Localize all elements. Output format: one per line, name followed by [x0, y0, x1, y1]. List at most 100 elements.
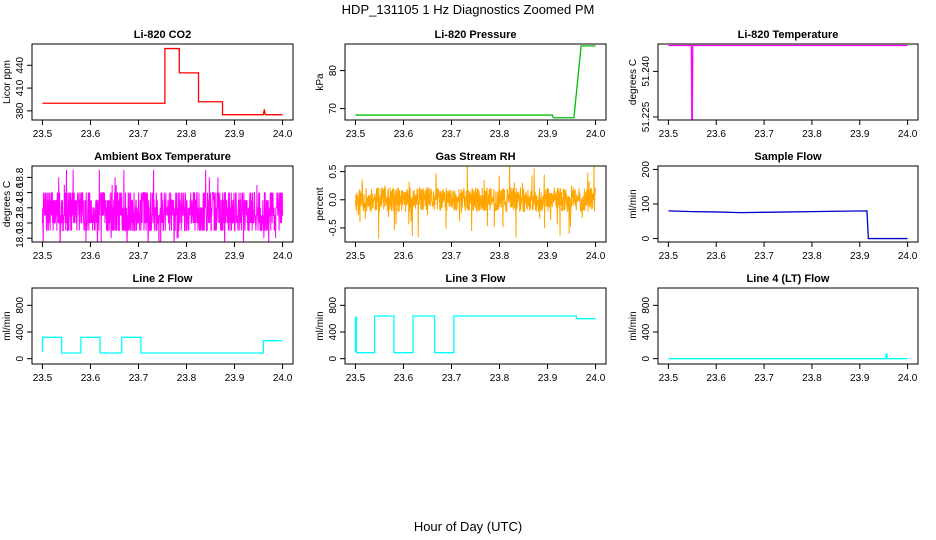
x-tick-label: 23.6 — [394, 129, 414, 140]
panel-3: Ambient Box Temperature degrees C 23.5 23.6… — [2, 151, 294, 262]
y-tick-label: 440 — [15, 57, 26, 74]
x-tick-label: 23.8 — [177, 251, 197, 262]
plot-frame — [344, 165, 607, 243]
panel-title: Li-820 Pressure — [435, 29, 517, 41]
x-tick-label: 23.9 — [850, 373, 870, 384]
panel-title: Li-820 Temperature — [738, 29, 839, 41]
series-line-0 — [42, 47, 283, 116]
panel-4: Gas Stream RH percent 23.5 23.6 23.7 23.8 23.9… — [315, 151, 607, 262]
panel-2: Li-820 Temperature degrees C 23.5 23.6 23.7 2… — [628, 29, 919, 140]
x-tick-label: 23.6 — [707, 251, 727, 262]
x-tick-label: 23.5 — [346, 251, 366, 262]
x-tick-label: 24.0 — [898, 251, 918, 262]
y-tick-label: 18.4 — [15, 198, 26, 218]
x-tick-label: 24.0 — [898, 373, 918, 384]
x-tick-label: 24.0 — [586, 251, 606, 262]
panel-title: Line 4 (LT) Flow — [747, 273, 830, 285]
series-line-0 — [41, 336, 283, 354]
panel-6: Line 2 Flow ml/min 23.5 23.6 23.7 23.8 23.9 24.… — [2, 273, 294, 384]
panel-y-axis-label: degrees C — [628, 59, 639, 105]
series-line-noisy — [354, 166, 597, 239]
panel-y-axis-label: percent — [315, 187, 326, 221]
panel-title: Li-820 CO2 — [134, 29, 191, 41]
x-tick-label: 23.6 — [707, 129, 727, 140]
y-tick-label: 0.0 — [328, 192, 339, 206]
x-tick-label: 24.0 — [273, 129, 293, 140]
x-tick-label: 23.6 — [394, 373, 414, 384]
figure-x-axis-label: Hour of Day (UTC) — [414, 519, 522, 534]
x-tick-label: 23.9 — [225, 251, 245, 262]
x-tick-label: 23.8 — [490, 251, 510, 262]
y-tick-label: -0.5 — [328, 219, 339, 237]
x-tick-label: 23.7 — [442, 129, 462, 140]
x-tick-label: 23.8 — [177, 373, 197, 384]
x-tick-label: 23.8 — [802, 129, 822, 140]
x-tick-label: 23.5 — [33, 373, 53, 384]
y-tick-label: 18.2 — [15, 213, 26, 233]
x-tick-label: 23.7 — [442, 251, 462, 262]
panel-y-axis-label: ml/min — [628, 311, 639, 340]
x-tick-label: 24.0 — [586, 373, 606, 384]
x-tick-label: 23.5 — [659, 251, 679, 262]
x-tick-label: 23.8 — [490, 373, 510, 384]
x-tick-label: 23.8 — [802, 251, 822, 262]
x-tick-label: 23.5 — [33, 129, 53, 140]
plot-frame — [657, 43, 919, 121]
y-tick-label: 800 — [328, 297, 339, 314]
x-tick-label: 23.7 — [129, 129, 149, 140]
series-line-0 — [668, 353, 908, 360]
panel-5: Sample Flow ml/min 23.5 23.6 23.7 23.8 23.9 24.… — [628, 151, 919, 262]
plot-frame — [344, 287, 607, 365]
x-tick-label: 23.7 — [754, 129, 774, 140]
panel-y-axis-label: ml/min — [315, 311, 326, 340]
x-tick-label: 24.0 — [586, 129, 606, 140]
x-tick-label: 23.7 — [129, 251, 149, 262]
x-tick-label: 23.5 — [346, 129, 366, 140]
x-tick-label: 23.7 — [754, 251, 774, 262]
x-tick-label: 24.0 — [273, 373, 293, 384]
panel-title: Line 3 Flow — [446, 273, 506, 285]
y-tick-label: 0.5 — [328, 164, 339, 178]
series-line-0 — [668, 44, 908, 120]
y-tick-label: 18.8 — [15, 167, 26, 187]
x-tick-label: 23.9 — [538, 129, 558, 140]
plot-frame — [657, 165, 919, 243]
x-tick-label: 23.6 — [707, 373, 727, 384]
panels-grid: Li-820 CO2 Licor ppm 23.5 23.6 23.7 23.8 23.9 2… — [2, 29, 919, 384]
x-tick-label: 23.9 — [225, 129, 245, 140]
x-tick-label: 23.7 — [129, 373, 149, 384]
panel-y-axis-label: degrees C — [2, 181, 13, 227]
x-tick-label: 23.9 — [538, 251, 558, 262]
panel-8: Line 4 (LT) Flow ml/min 23.5 23.6 23.7 23.8 23… — [628, 273, 919, 384]
y-tick-label: 0 — [641, 235, 652, 241]
y-tick-label: 0 — [328, 355, 339, 361]
series-line-noisy — [41, 169, 284, 242]
x-tick-label: 23.9 — [225, 373, 245, 384]
plot-frame — [31, 43, 294, 121]
x-tick-label: 23.9 — [538, 373, 558, 384]
x-tick-label: 23.5 — [33, 251, 53, 262]
x-tick-label: 23.6 — [81, 129, 101, 140]
x-tick-label: 23.5 — [659, 373, 679, 384]
x-tick-label: 23.8 — [802, 373, 822, 384]
panel-title: Line 2 Flow — [133, 273, 193, 285]
y-tick-label: 380 — [15, 102, 26, 119]
plot-frame — [657, 287, 919, 365]
panel-title: Sample Flow — [754, 151, 822, 163]
y-tick-label: 200 — [641, 161, 652, 178]
y-tick-label: 800 — [641, 297, 652, 314]
x-tick-label: 24.0 — [898, 129, 918, 140]
y-tick-label: 400 — [641, 323, 652, 340]
y-tick-label: 0 — [641, 355, 652, 361]
x-tick-label: 23.7 — [442, 373, 462, 384]
x-tick-label: 23.8 — [490, 129, 510, 140]
panel-title: Ambient Box Temperature — [94, 151, 231, 163]
x-tick-label: 24.0 — [273, 251, 293, 262]
x-tick-label: 23.6 — [81, 373, 101, 384]
plot-frame — [344, 43, 607, 121]
panel-y-axis-label: ml/min — [628, 189, 639, 218]
panel-y-axis-label: kPa — [315, 73, 326, 91]
y-tick-label: 18.0 — [15, 228, 26, 248]
y-tick-label: 51.225 — [641, 101, 652, 132]
